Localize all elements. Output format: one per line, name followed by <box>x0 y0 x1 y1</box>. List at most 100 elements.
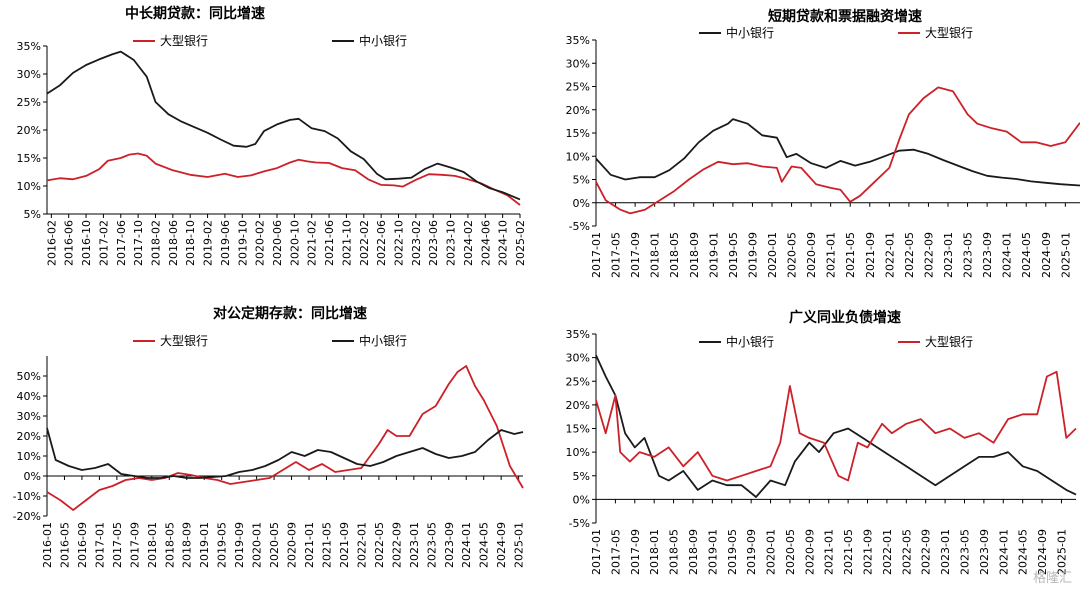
x-tick-label: 2021-05 <box>320 522 333 568</box>
x-tick-label: 2020-09 <box>803 529 816 575</box>
y-tick-label: 20% <box>17 430 41 443</box>
y-tick-label: 5% <box>24 208 41 221</box>
y-tick-label: 5% <box>573 470 590 483</box>
x-tick-label: 2020-01 <box>251 522 264 568</box>
x-tick-label: 2023-01 <box>942 232 955 278</box>
x-tick-label: 2024-10 <box>497 220 510 266</box>
chart-title: 短期贷款和票据融资增速 <box>768 8 922 25</box>
x-tick-label: 2021-01 <box>823 529 836 575</box>
x-tick-label: 2017-06 <box>115 220 128 266</box>
x-tick-label: 2024-01 <box>1001 232 1014 278</box>
x-tick-label: 2018-05 <box>668 232 681 278</box>
x-tick-label: 2019-09 <box>233 522 246 568</box>
x-tick-label: 2017-05 <box>111 522 124 568</box>
x-tick-label: 2018-06 <box>167 220 180 266</box>
x-tick-label: 2024-05 <box>1017 529 1030 575</box>
x-tick-label: 2020-05 <box>786 232 799 278</box>
chart-panel-3: 对公定期存款：同比增速 -20% -10% 0% 10% 20% 30% 40% 50% 2016… <box>13 305 526 568</box>
x-tick-label: 2019-05 <box>216 522 229 568</box>
y-tick-label: 20% <box>566 104 590 117</box>
x-tick-label: 2019-01 <box>706 529 719 575</box>
y-tick-label: 40% <box>17 390 41 403</box>
x-tick-label: 2018-01 <box>649 232 662 278</box>
y-tick-label: 10% <box>566 150 590 163</box>
x-tick-label: 2022-09 <box>920 529 933 575</box>
x-tick-label: 2023-05 <box>958 529 971 575</box>
x-tick-label: 2020-01 <box>765 529 778 575</box>
x-tick-label: 2022-01 <box>881 529 894 575</box>
y-tick-label: 0% <box>24 470 41 483</box>
x-tick-label: 2022-05 <box>903 232 916 278</box>
x-tick-label: 2020-06 <box>271 220 284 266</box>
x-tick-label: 2017-10 <box>132 220 145 266</box>
series-line-small-medium-banks <box>595 354 1077 498</box>
x-tick-label: 2019-05 <box>726 529 739 575</box>
legend-label: 中小银行 <box>726 25 774 40</box>
x-tick-label: 2020-01 <box>766 232 779 278</box>
x-tick-label: 2022-01 <box>355 522 368 568</box>
x-tick-label: 2023-09 <box>981 232 994 278</box>
x-tick-label: 2017-09 <box>629 529 642 575</box>
x-tick-label: 2016-05 <box>58 522 71 568</box>
y-tick-label: 15% <box>566 127 590 140</box>
series-line-small-medium-banks <box>46 427 524 479</box>
x-tick-label: 2021-06 <box>323 220 336 266</box>
x-tick-label: 2022-05 <box>900 529 913 575</box>
legend-label: 大型银行 <box>160 334 208 348</box>
y-tick-label: 50% <box>17 370 41 383</box>
chart-title: 广义同业负债增速 <box>789 309 901 326</box>
chart-title: 对公定期存款：同比增速 <box>213 305 367 322</box>
y-tick-label: 30% <box>566 352 590 365</box>
x-tick-label: 2021-10 <box>340 220 353 266</box>
x-tick-label: 2022-01 <box>883 232 896 278</box>
y-tick-label: 35% <box>566 328 590 341</box>
x-tick-label: 2023-06 <box>427 220 440 266</box>
x-tick-label: 2021-09 <box>338 522 351 568</box>
x-tick-label: 2017-01 <box>590 529 603 575</box>
y-tick-label: 35% <box>17 40 41 53</box>
x-tick-label: 2019-01 <box>198 522 211 568</box>
y-tick-label: 20% <box>17 124 41 137</box>
y-tick-label: -5% <box>569 517 590 530</box>
legend-label: 大型银行 <box>925 26 973 40</box>
x-tick-label: 2022-06 <box>375 220 388 266</box>
x-tick-label: 2017-05 <box>609 529 622 575</box>
x-tick-label: 2020-09 <box>805 232 818 278</box>
y-tick-label: 25% <box>566 81 590 94</box>
x-tick-label: 2021-01 <box>825 232 838 278</box>
x-tick-label: 2024-05 <box>478 522 491 568</box>
series-line-large-banks <box>46 365 524 511</box>
series-line-small-medium-banks <box>595 118 1080 187</box>
y-tick-label: -10% <box>13 490 41 503</box>
x-tick-label: 2024-09 <box>495 522 508 568</box>
x-tick-label: 2023-01 <box>939 529 952 575</box>
x-tick-label: 2020-09 <box>286 522 299 568</box>
chart-title: 中长期贷款：同比增速 <box>125 5 265 22</box>
x-tick-label: 2025-02 <box>514 220 527 266</box>
x-tick-label: 2022-10 <box>392 220 405 266</box>
y-tick-label: 30% <box>17 68 41 81</box>
x-tick-label: 2021-02 <box>306 220 319 266</box>
x-tick-label: 2020-02 <box>254 220 267 266</box>
y-tick-label: 5% <box>573 174 590 187</box>
x-tick-label: 2024-05 <box>1020 232 1033 278</box>
x-tick-label: 2024-01 <box>997 529 1010 575</box>
y-tick-label: 15% <box>566 423 590 436</box>
x-tick-label: 2023-09 <box>978 529 991 575</box>
y-tick-label: 30% <box>566 57 590 70</box>
series-line-large-banks <box>46 152 521 206</box>
y-tick-label: 10% <box>17 450 41 463</box>
y-tick-label: 35% <box>566 34 590 47</box>
watermark: 格隆汇 <box>1032 571 1072 586</box>
x-tick-label: 2019-06 <box>219 220 232 266</box>
x-tick-label: 2025-01 <box>1059 232 1072 278</box>
x-tick-label: 2022-09 <box>390 522 403 568</box>
y-tick-label: 25% <box>17 96 41 109</box>
x-tick-label: 2019-09 <box>746 232 759 278</box>
y-tick-label: 10% <box>566 446 590 459</box>
chart-panel-4: 广义同业负债增速 -5% 0% 5% 10% 15% 20% 25% 30% 35% 2017-01… <box>566 309 1077 575</box>
legend-label: 中小银行 <box>726 334 774 349</box>
y-tick-label: 0% <box>573 493 590 506</box>
x-tick-label: 2022-02 <box>358 220 371 266</box>
